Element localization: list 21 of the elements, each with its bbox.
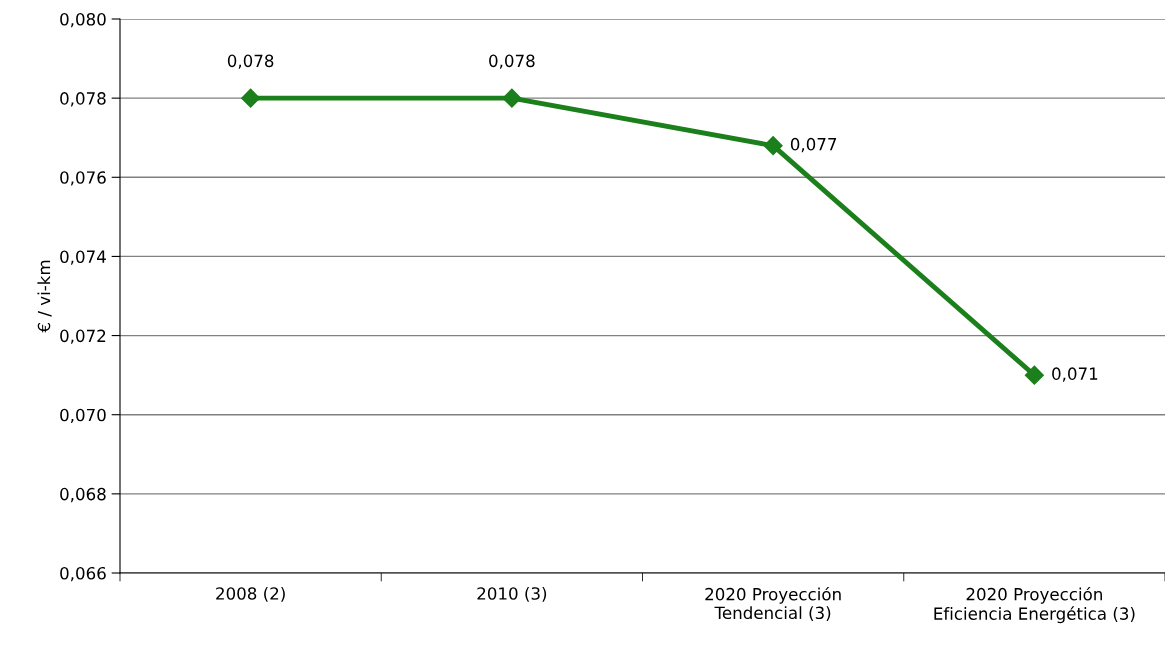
point (502, 88, 522, 108)
point (241, 88, 261, 108)
y-tick-label: 0,074 (60, 250, 106, 265)
x-tick-label: 2020 Proyección Eficiencia Energética (3) (934, 586, 1135, 624)
y-tick-label: 0,072 (60, 329, 106, 344)
y-tick-label: 0,068 (60, 487, 106, 503)
x-tick-label: 2008 (2) (216, 586, 285, 602)
data-label: 0,078 (227, 54, 274, 69)
y-axis-title: € / vi-km (37, 260, 52, 333)
x-tick-label: 2020 Proyección Tendencial (3) (705, 586, 841, 622)
point (763, 136, 783, 156)
data-label: 0,078 (489, 54, 535, 69)
x-tick-label: 2010 (3) (477, 586, 547, 602)
y-tick-label: 0,078 (60, 92, 106, 107)
data-label: 0,077 (790, 137, 837, 153)
y-tick-label: 0,076 (60, 171, 106, 186)
y-tick-label: 0,070 (60, 408, 106, 423)
point (1024, 365, 1044, 385)
y-tick-label: 0,080 (60, 12, 106, 28)
y-tick-label: 0,066 (60, 566, 106, 582)
data-label: 0,071 (1052, 367, 1098, 382)
